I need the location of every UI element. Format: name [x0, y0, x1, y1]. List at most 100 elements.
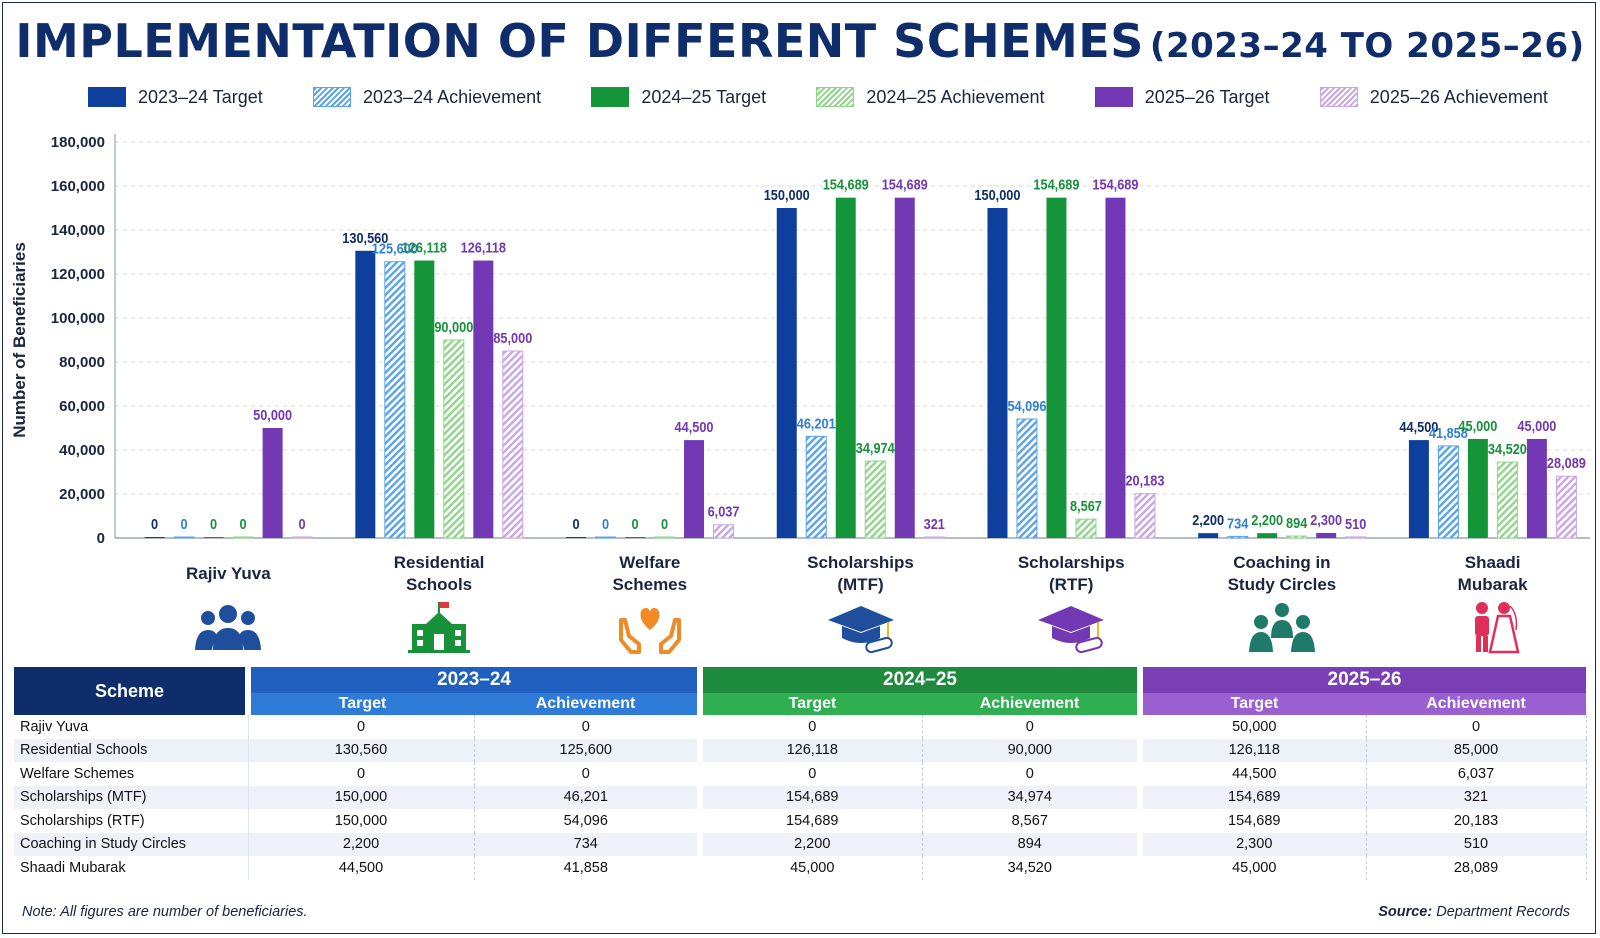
- table-cell-scheme: Welfare Schemes: [14, 762, 249, 786]
- footer-source: Source: Department Records: [1378, 904, 1570, 920]
- bar: [232, 536, 254, 539]
- bar-value-label: 150,000: [974, 186, 1020, 203]
- school-building-icon: [404, 600, 474, 654]
- bar: [502, 350, 524, 539]
- legend-label: 2024–25 Achievement: [866, 86, 1045, 107]
- bar-value-label: 0: [210, 515, 217, 532]
- table-cell-value: 734: [474, 832, 701, 856]
- table-cell-value: 45,000: [1137, 856, 1367, 880]
- bar-value-label: 2,300: [1310, 511, 1342, 528]
- bar: [923, 536, 945, 539]
- bar-value-label: 0: [151, 515, 158, 532]
- source-label: Source:: [1378, 904, 1433, 920]
- table-row: Residential Schools 130,560 125,600 126,118…: [14, 738, 1587, 762]
- bar-value-label: 0: [661, 515, 668, 532]
- x-category-label: Residential Schools: [393, 553, 485, 594]
- header-target-2025: Target: [1137, 693, 1366, 715]
- legend-swatch: [816, 87, 855, 107]
- x-category-label: Scholarships (RTF): [1017, 553, 1125, 594]
- x-category-label: Rajiv Yuva: [185, 564, 271, 583]
- bar-value-label: 154,689: [1033, 176, 1079, 193]
- bar-value-label: 0: [631, 515, 638, 532]
- bar: [414, 260, 435, 538]
- bar-value-label: 2,200: [1251, 511, 1283, 528]
- title-main: IMPLEMENTATION OF DIFFERENT SCHEMES: [15, 14, 1144, 68]
- table-cell-value: 54,096: [474, 809, 701, 833]
- header-target-2024: Target: [697, 693, 922, 715]
- table-cell-value: 50,000: [1137, 715, 1367, 739]
- bar: [1408, 440, 1429, 538]
- table-cell-value: 20,183: [1366, 809, 1587, 833]
- header-year-2024: 2024–25: [697, 667, 1140, 693]
- bar: [684, 440, 705, 538]
- bar: [654, 536, 676, 539]
- legend-swatch: [591, 87, 630, 107]
- table-cell-value: 0: [697, 762, 923, 786]
- source-text: Department Records: [1436, 904, 1570, 920]
- bar: [1316, 532, 1337, 538]
- bar-value-label: 50,000: [253, 406, 292, 423]
- legend-item: 2023–24 Target: [88, 87, 263, 108]
- bar: [1134, 493, 1156, 539]
- table-cell-value: 894: [922, 832, 1141, 856]
- x-category-label: Coaching in Study Circles: [1227, 553, 1337, 594]
- bar-value-label: 45,000: [1517, 417, 1556, 434]
- bar-value-label: 45,000: [1458, 417, 1497, 434]
- legend-label: 2025–26 Target: [1144, 86, 1270, 107]
- table-row: Scholarships (RTF) 150,000 54,096 154,689 8,…: [14, 809, 1587, 833]
- bar-value-label: 28,089: [1547, 454, 1586, 471]
- table-row: Rajiv Yuva 0 0 0 0 50,000 0: [14, 715, 1587, 739]
- table-cell-value: 154,689: [697, 809, 923, 833]
- legend-label: 2025–26 Achievement: [1369, 86, 1548, 107]
- bar: [203, 537, 224, 538]
- table-cell-value: 150,000: [248, 785, 475, 809]
- bar-chart: 0 20,000 40,000 60,000 80,000 100,000 120,000 1…: [10, 134, 1590, 547]
- table-cell-value: 510: [1366, 832, 1587, 856]
- table-cell-value: 90,000: [922, 738, 1141, 762]
- bar-value-label: 125,600: [372, 240, 418, 257]
- y-tick-label: 80,000: [59, 354, 105, 371]
- bar: [894, 197, 915, 538]
- table-cell-value: 0: [922, 762, 1141, 786]
- chart-title: IMPLEMENTATION OF DIFFERENT SCHEMES (202…: [0, 14, 1600, 68]
- x-category-label: Scholarships (MTF): [807, 553, 914, 594]
- table-cell-value: 44,500: [248, 856, 475, 880]
- table-cell-value: 0: [248, 715, 475, 739]
- table-row: Welfare Schemes 0 0 0 0 44,500 6,037: [14, 762, 1587, 786]
- table-cell-value: 321: [1366, 785, 1587, 809]
- header-achievement-2024: Achievement: [922, 693, 1140, 715]
- table-cell-value: 125,600: [474, 738, 701, 762]
- bar: [1467, 439, 1488, 538]
- bar-value-label: 126,118: [461, 239, 507, 256]
- bar: [1075, 518, 1097, 539]
- bar: [1526, 439, 1547, 538]
- table-cell-value: 46,201: [474, 785, 701, 809]
- table-cell-value: 8,567: [922, 809, 1141, 833]
- table-cell-value: 0: [1366, 715, 1587, 739]
- y-tick-label: 0: [97, 530, 105, 547]
- bar: [173, 536, 195, 539]
- bar-value-label: 44,500: [1399, 418, 1438, 435]
- table-row: Coaching in Study Circles 2,200 734 2,200 89…: [14, 832, 1587, 856]
- bar: [291, 536, 313, 539]
- bar: [384, 261, 406, 539]
- y-tick-label: 100,000: [51, 310, 105, 327]
- legend: 2023–24 Target 2023–24 Achievement 2024–25…: [88, 84, 1548, 110]
- table-cell-value: 126,118: [1137, 738, 1367, 762]
- bar-value-label: 894: [1286, 514, 1307, 531]
- teacher-students-icon: [1247, 600, 1317, 654]
- bar-value-label: 0: [602, 515, 609, 532]
- y-tick-label: 140,000: [51, 222, 105, 239]
- bar: [355, 250, 376, 538]
- table-cell-value: 0: [248, 762, 475, 786]
- bar-value-label: 2,200: [1192, 511, 1224, 528]
- table-body: Rajiv Yuva 0 0 0 0 50,000 0 Residential Schools…: [14, 715, 1587, 880]
- bar-value-label: 154,689: [882, 176, 928, 193]
- table-cell-value: 41,858: [474, 856, 701, 880]
- header-year-2023: 2023–24: [248, 667, 700, 693]
- bar-value-label: 150,000: [764, 186, 810, 203]
- title-subtitle: (2023–24 TO 2025–26): [1149, 26, 1585, 66]
- bar-value-label: 154,689: [823, 176, 869, 193]
- header-achievement-2025: Achievement: [1366, 693, 1586, 715]
